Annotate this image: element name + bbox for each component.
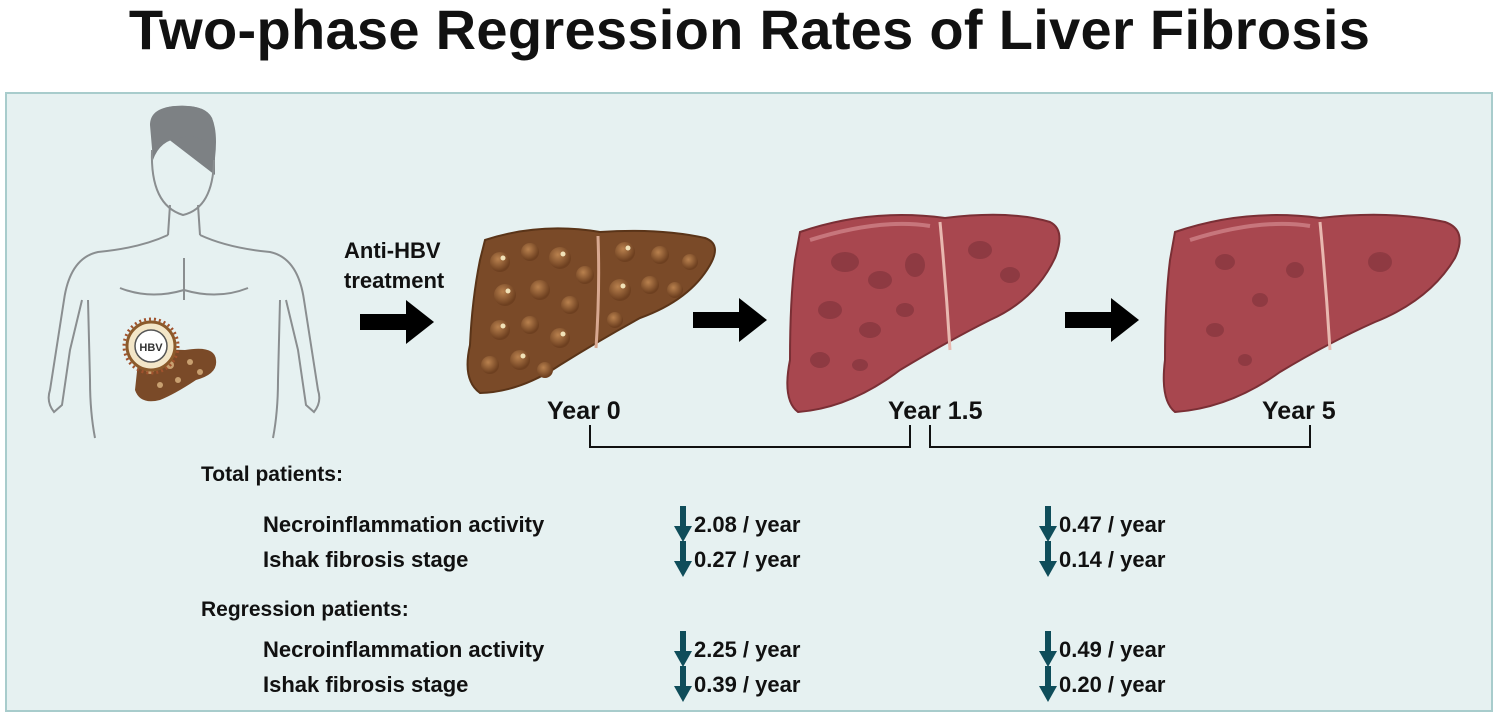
treatment-label-line1: Anti-HBV [344,238,441,263]
down-arrow-icon [674,506,692,542]
down-arrow-icon [1039,541,1057,577]
diagram-panel [5,92,1493,712]
bracket-phase-2 [929,425,1311,448]
group-label-total: Total patients: [201,463,343,486]
rate-value: 2.08 / year [694,512,801,537]
rate-value: 2.25 / year [694,637,801,662]
down-arrow-icon [674,631,692,667]
year5-liver-illustration [1162,213,1461,414]
cirrhotic-liver-illustration [466,227,716,395]
down-arrow-icon [1039,666,1057,702]
down-arrow-icon [674,666,692,702]
rate-value: 0.20 / year [1059,672,1166,697]
row-name: Ishak fibrosis stage [263,672,469,697]
hbv-virus-icon [122,317,180,375]
row-name: Necroinflammation activity [263,637,545,662]
timepoint-year-1-5: Year 1.5 [888,397,983,425]
year1-5-liver-illustration [786,213,1061,414]
rate-value: 0.49 / year [1059,637,1166,662]
rate-value: 0.47 / year [1059,512,1166,537]
figure-title: Two-phase Regression Rates of Liver Fibr… [128,0,1371,61]
down-arrow-icon [1039,631,1057,667]
treatment-label: Anti-HBV treatment [344,236,444,296]
group-label-regression: Regression patients: [201,598,409,621]
row-name: Ishak fibrosis stage [263,547,469,572]
treatment-label-line2: treatment [344,268,445,293]
row-name: Necroinflammation activity [263,512,545,537]
down-arrow-icon [674,541,692,577]
rate-value: 0.39 / year [694,672,801,697]
patient-figure [47,105,321,439]
flow-arrow-1 [360,300,434,344]
hbv-label: HBV [139,342,163,354]
flow-arrow-3 [1065,298,1139,342]
down-arrow-icon [1039,506,1057,542]
timepoint-year-5: Year 5 [1262,397,1336,425]
flow-arrow-2 [693,298,767,342]
timepoint-year-0: Year 0 [547,397,621,425]
rate-value: 0.27 / year [694,547,801,572]
rate-value: 0.14 / year [1059,547,1166,572]
bracket-phase-1 [589,425,911,448]
